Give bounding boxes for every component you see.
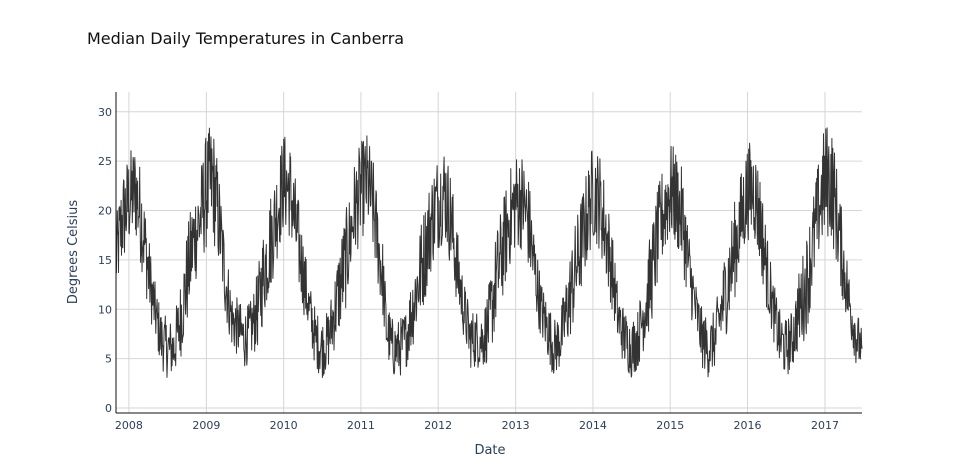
x-tick-labels: 2008 2009 2010 2011 2012 2013 2014 2015 2016 2017 [115,419,839,432]
y-tick-label: 0 [105,402,112,415]
x-tick-label: 2013 [502,419,530,432]
y-tick-label: 15 [98,254,112,267]
x-tick-label: 2015 [656,419,684,432]
chart-title: Median Daily Temperatures in Canberra [87,29,404,48]
y-tick-label: 5 [105,353,112,366]
x-tick-label: 2011 [347,419,375,432]
x-tick-label: 2008 [115,419,143,432]
x-tick-label: 2010 [270,419,298,432]
y-tick-label: 30 [98,106,112,119]
x-tick-label: 2012 [424,419,452,432]
x-tick-label: 2014 [579,419,607,432]
y-tick-label: 10 [98,303,112,316]
series-layer [115,127,863,378]
x-axis-title: Date [474,443,505,458]
x-tick-label: 2009 [192,419,220,432]
y-axis-title: Degrees Celsius [66,200,81,305]
x-tick-label: 2017 [811,419,839,432]
y-tick-label: 20 [98,205,112,218]
temperature-series-line [115,127,863,378]
x-gridlines [128,92,826,413]
y-tick-label: 25 [98,155,112,168]
y-tick-labels: 0 5 10 15 20 25 30 [98,106,112,415]
x-tick-label: 2016 [733,419,761,432]
